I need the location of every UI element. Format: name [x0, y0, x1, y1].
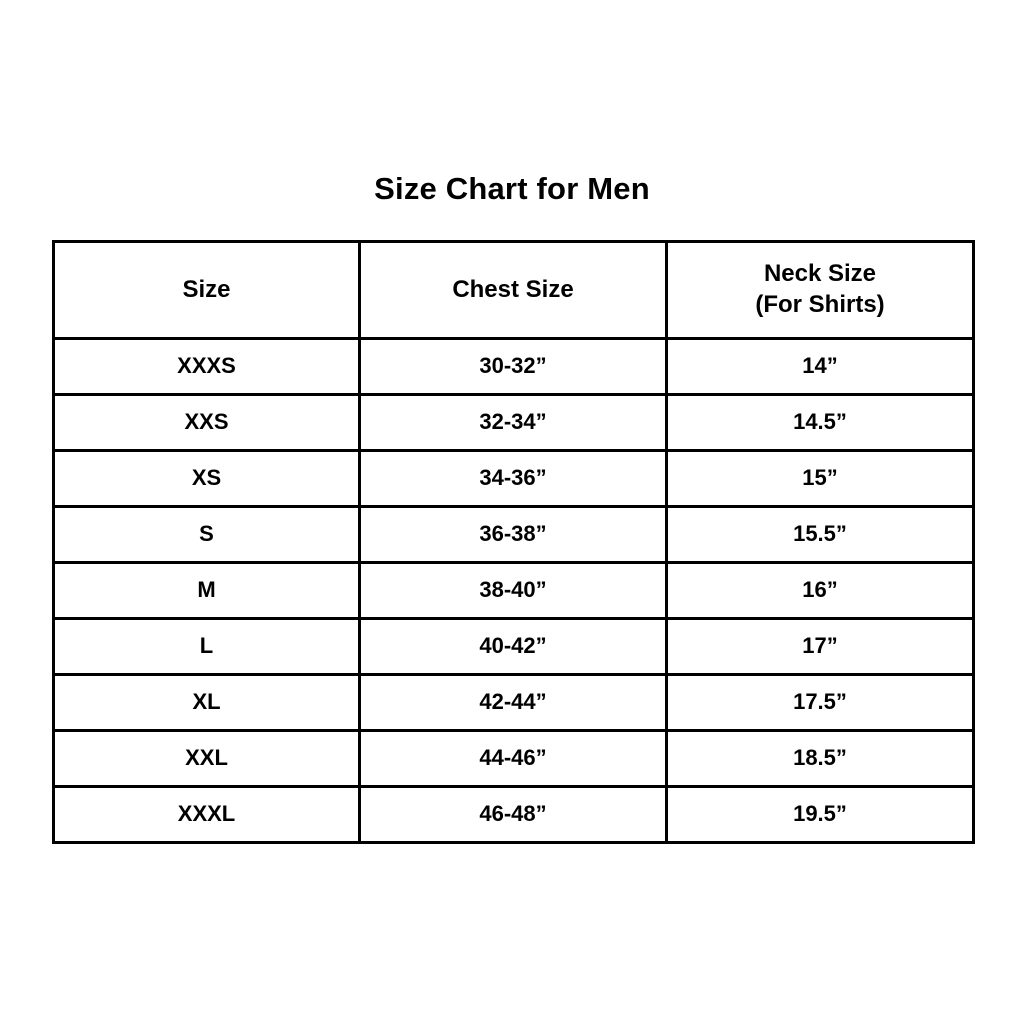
cell-size: XXL — [52, 729, 361, 788]
cell-size: XL — [52, 673, 361, 732]
table-body: XXXS 30-32” 14” XXS 32-34” 14.5” XS 34-36” 15” S 3… — [52, 337, 975, 844]
cell-size: S — [52, 505, 361, 564]
cell-chest-size: 40-42” — [358, 617, 668, 676]
cell-size: XS — [52, 449, 361, 508]
cell-neck-size: 17” — [665, 617, 975, 676]
table-row: XXXS 30-32” 14” — [52, 337, 975, 396]
column-header-chest-size: Chest Size — [358, 240, 668, 340]
cell-chest-size: 30-32” — [358, 337, 668, 396]
cell-neck-size: 16” — [665, 561, 975, 620]
cell-chest-size: 44-46” — [358, 729, 668, 788]
cell-neck-size: 15” — [665, 449, 975, 508]
column-header-neck-size-line1: Neck Size — [763, 260, 877, 288]
column-header-neck-size-line2: (For Shirts) — [755, 291, 885, 318]
table-row: M 38-40” 16” — [52, 561, 975, 620]
table-header: Size Chest Size Neck Size (For Shirts) — [52, 240, 975, 340]
cell-chest-size: 38-40” — [358, 561, 668, 620]
table-row: XL 42-44” 17.5” — [52, 673, 975, 732]
cell-neck-size: 18.5” — [665, 729, 975, 788]
table-row: L 40-42” 17” — [52, 617, 975, 676]
table-row: XXXL 46-48” 19.5” — [52, 785, 975, 844]
page-title: Size Chart for Men — [374, 171, 650, 206]
cell-size: XXXL — [52, 785, 361, 844]
cell-size: XXXS — [52, 337, 361, 396]
table-row: XXS 32-34” 14.5” — [52, 393, 975, 452]
column-header-neck-size: Neck Size (For Shirts) — [665, 240, 975, 340]
cell-neck-size: 17.5” — [665, 673, 975, 732]
table-row: S 36-38” 15.5” — [52, 505, 975, 564]
table-row: XS 34-36” 15” — [52, 449, 975, 508]
size-chart-table: Size Chest Size Neck Size (For Shirts) X… — [52, 240, 975, 844]
cell-chest-size: 36-38” — [358, 505, 668, 564]
cell-neck-size: 14.5” — [665, 393, 975, 452]
header-row: Size Chest Size Neck Size (For Shirts) — [52, 240, 975, 340]
cell-neck-size: 19.5” — [665, 785, 975, 844]
cell-chest-size: 46-48” — [358, 785, 668, 844]
column-header-size: Size — [52, 240, 361, 340]
table-row: XXL 44-46” 18.5” — [52, 729, 975, 788]
cell-neck-size: 14” — [665, 337, 975, 396]
cell-chest-size: 34-36” — [358, 449, 668, 508]
cell-size: L — [52, 617, 361, 676]
cell-size: XXS — [52, 393, 361, 452]
cell-size: M — [52, 561, 361, 620]
cell-chest-size: 32-34” — [358, 393, 668, 452]
cell-chest-size: 42-44” — [358, 673, 668, 732]
cell-neck-size: 15.5” — [665, 505, 975, 564]
